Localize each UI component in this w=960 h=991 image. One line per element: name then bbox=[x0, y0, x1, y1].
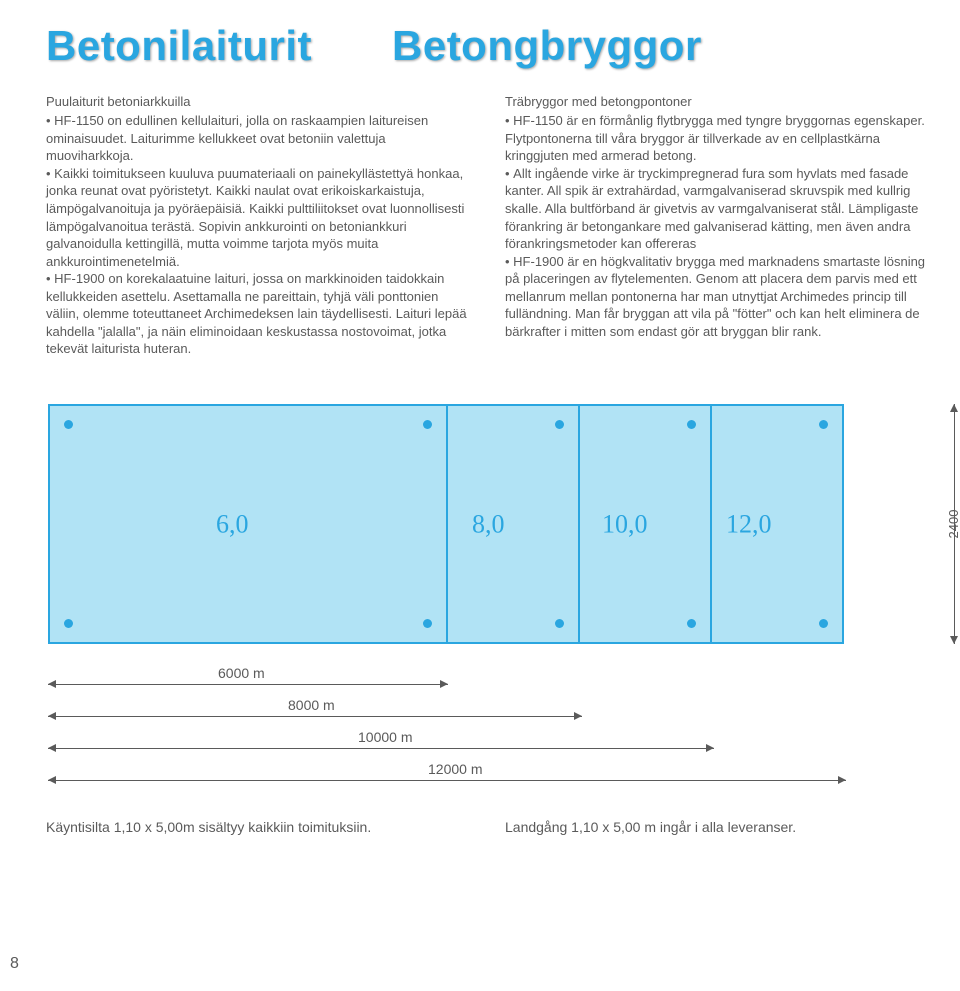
title-right: Betongbryggor bbox=[392, 18, 702, 75]
arrow-down-icon bbox=[950, 636, 958, 644]
rivet-dot-icon bbox=[64, 619, 73, 628]
arrow-right-icon bbox=[838, 776, 846, 784]
rivet-dot-icon bbox=[423, 619, 432, 628]
arrow-right-icon bbox=[574, 712, 582, 720]
left-body: • HF-1150 on edullinen kellulaituri, jol… bbox=[46, 112, 471, 358]
title-row: Betonilaiturit Betongbryggor bbox=[46, 18, 930, 75]
pontoon-diagram: 6,08,010,012,0 2400 bbox=[46, 394, 926, 654]
rivet-dot-icon bbox=[819, 619, 828, 628]
rivet-dot-icon bbox=[423, 420, 432, 429]
rivet-dot-icon bbox=[687, 619, 696, 628]
right-subhead: Träbryggor med betongpontoner bbox=[505, 93, 930, 111]
arrow-left-icon bbox=[48, 744, 56, 752]
length-dimension: 8000 m bbox=[48, 698, 930, 728]
arrow-right-icon bbox=[440, 680, 448, 688]
page: Betonilaiturit Betongbryggor Puulaiturit… bbox=[0, 0, 960, 857]
text-columns: Puulaiturit betoniarkkuilla • HF-1150 on… bbox=[46, 93, 930, 358]
arrow-right-icon bbox=[706, 744, 714, 752]
length-dimension: 6000 m bbox=[48, 666, 930, 696]
footer-notes: Käyntisilta 1,10 x 5,00m sisältyy kaikki… bbox=[46, 818, 930, 837]
length-dimension: 10000 m bbox=[48, 730, 930, 760]
length-dimensions: 6000 m 8000 m 10000 m 12000 m bbox=[48, 666, 930, 792]
dim-line bbox=[48, 684, 448, 685]
length-label: 10000 m bbox=[358, 728, 412, 747]
rivet-dot-icon bbox=[555, 420, 564, 429]
diagram-section: 6,08,010,012,0 2400 6000 m 8000 m 10000 m 1… bbox=[46, 394, 930, 792]
height-dimension: 2400 bbox=[936, 404, 960, 644]
rivet-dot-icon bbox=[819, 420, 828, 429]
dim-line bbox=[48, 780, 846, 781]
arrow-up-icon bbox=[950, 404, 958, 412]
rivet-dot-icon bbox=[555, 619, 564, 628]
length-dimension: 12000 m bbox=[48, 762, 930, 792]
rivet-dot-icon bbox=[64, 420, 73, 429]
footer-right: Landgång 1,10 x 5,00 m ingår i alla leve… bbox=[505, 818, 930, 837]
dim-line bbox=[48, 748, 714, 749]
length-label: 12000 m bbox=[428, 760, 482, 779]
left-subhead: Puulaiturit betoniarkkuilla bbox=[46, 93, 471, 111]
rivet-dot-icon bbox=[687, 420, 696, 429]
right-column: Träbryggor med betongpontoner • HF-1150 … bbox=[505, 93, 930, 358]
title-left: Betonilaiturit bbox=[46, 18, 312, 75]
footer-left: Käyntisilta 1,10 x 5,00m sisältyy kaikki… bbox=[46, 818, 471, 837]
arrow-left-icon bbox=[48, 680, 56, 688]
left-column: Puulaiturit betoniarkkuilla • HF-1150 on… bbox=[46, 93, 471, 358]
pontoon bbox=[48, 404, 448, 644]
length-label: 8000 m bbox=[288, 696, 335, 715]
right-body: • HF-1150 är en förmånlig flytbrygga med… bbox=[505, 112, 930, 340]
height-label: 2400 bbox=[945, 509, 960, 538]
length-label: 6000 m bbox=[218, 664, 265, 683]
arrow-left-icon bbox=[48, 712, 56, 720]
page-number: 8 bbox=[10, 953, 19, 975]
dim-line bbox=[48, 716, 582, 717]
arrow-left-icon bbox=[48, 776, 56, 784]
